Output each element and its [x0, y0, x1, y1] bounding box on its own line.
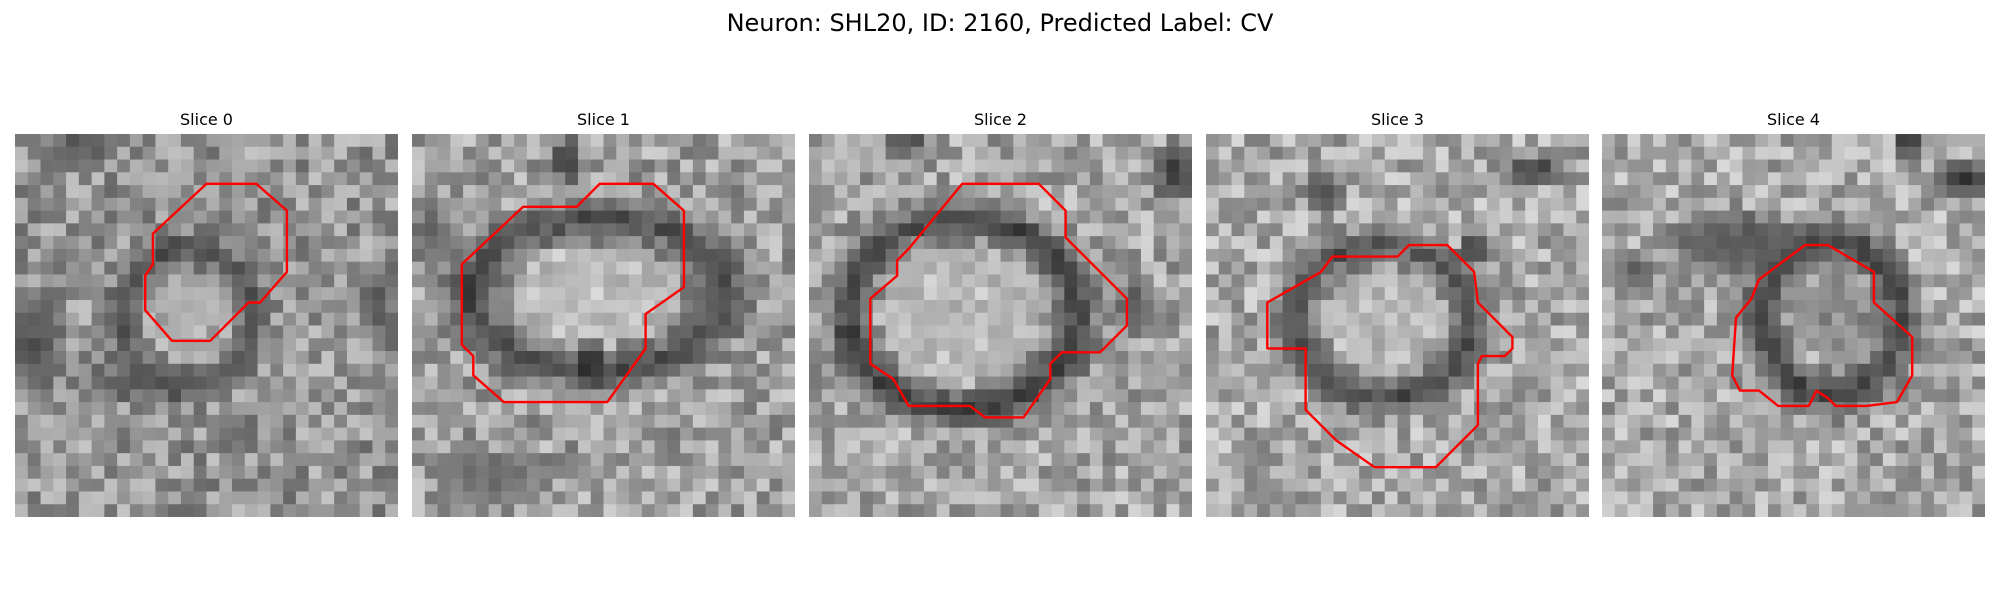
slice-image-0	[15, 134, 398, 517]
micrograph-slice	[15, 134, 398, 517]
slice-image-4	[1602, 134, 1985, 517]
slice-panel-4: Slice 4	[1602, 106, 1985, 517]
slice-title: Slice 1	[412, 106, 795, 134]
micrograph-slice	[412, 134, 795, 517]
slice-title: Slice 3	[1206, 106, 1589, 134]
micrograph-slice	[1602, 134, 1985, 517]
slice-panel-2: Slice 2	[809, 106, 1192, 517]
micrograph-slice	[1206, 134, 1589, 517]
figure-title: Neuron: SHL20, ID: 2160, Predicted Label…	[0, 6, 2000, 40]
slice-title: Slice 0	[15, 106, 398, 134]
micrograph-slice	[809, 134, 1192, 517]
slice-image-3	[1206, 134, 1589, 517]
slice-title: Slice 4	[1602, 106, 1985, 134]
slice-panel-0: Slice 0	[15, 106, 398, 517]
slice-panel-1: Slice 1	[412, 106, 795, 517]
slice-title: Slice 2	[809, 106, 1192, 134]
slice-image-1	[412, 134, 795, 517]
slice-image-2	[809, 134, 1192, 517]
slice-panel-3: Slice 3	[1206, 106, 1589, 517]
